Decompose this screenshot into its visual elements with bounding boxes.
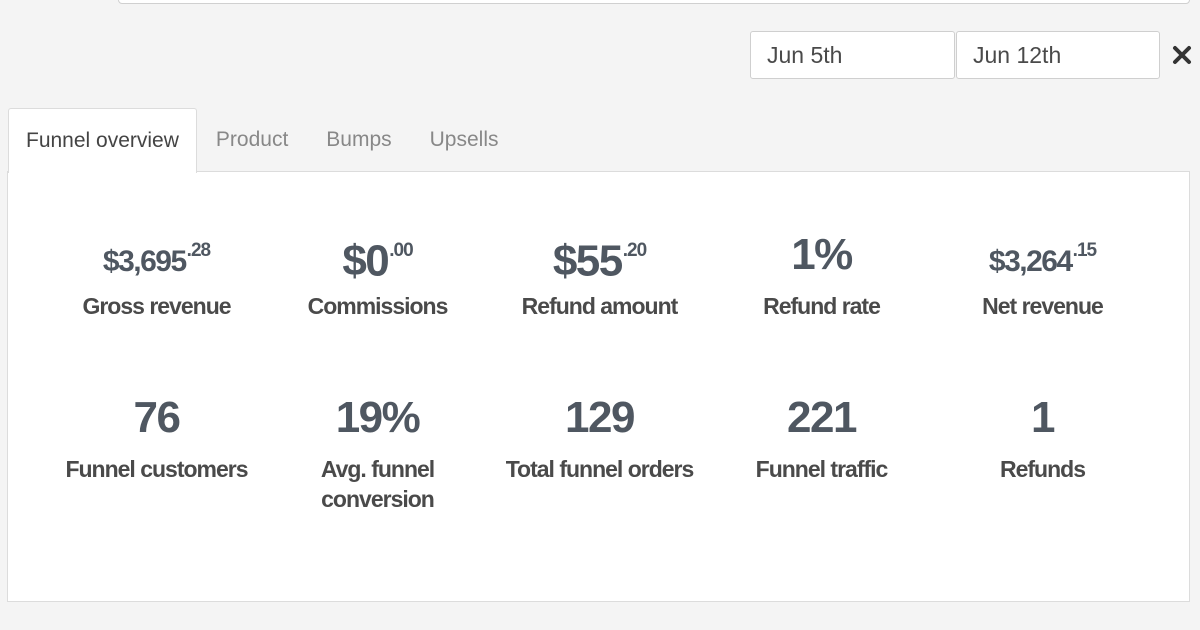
stat-value: 221: [711, 392, 932, 444]
stat-label-line2: conversion: [321, 486, 435, 512]
stat-value: $3,695.28: [46, 229, 267, 281]
stat-label: Gross revenue: [82, 293, 231, 319]
start-date-input[interactable]: Jun 5th: [750, 31, 955, 79]
stat-value-cents: .15: [1072, 240, 1097, 261]
stat-value-main: 1%: [791, 230, 853, 279]
tab-funnel-overview[interactable]: Funnel overview: [8, 108, 197, 173]
stat-value: $55.20: [489, 229, 710, 286]
stat-value: $3,264.15: [932, 229, 1153, 281]
stat-value: 19%: [267, 392, 488, 444]
clear-dates-button[interactable]: [1168, 40, 1196, 70]
tab-upsells[interactable]: Upsells: [429, 128, 499, 151]
stat-refunds: 1 Refunds: [932, 392, 1153, 484]
stat-net-revenue: $3,264.15 Net revenue: [932, 229, 1153, 321]
stat-value-main: 76: [133, 393, 181, 442]
stat-value-cents: .00: [389, 240, 413, 261]
end-date-input[interactable]: Jun 12th: [956, 31, 1160, 79]
stat-value-main: 1: [1031, 393, 1055, 442]
stat-commissions: $0.00 Commissions: [267, 229, 488, 321]
close-icon: [1173, 46, 1191, 64]
stat-value: 76: [46, 392, 267, 444]
tab-product[interactable]: Product: [215, 128, 289, 151]
stat-value-main: 221: [787, 393, 857, 442]
stat-label: Funnel customers: [65, 456, 248, 482]
stat-value-main: $3,695: [102, 245, 187, 278]
stat-label: Net revenue: [982, 293, 1104, 319]
stat-value-cents: .20: [622, 240, 647, 261]
stat-value-main: $3,264: [988, 245, 1073, 278]
stat-value-main: 19%: [335, 393, 421, 442]
stat-value: 1: [932, 392, 1153, 444]
stat-value: $0.00: [267, 229, 488, 286]
stat-label: Commissions: [307, 293, 449, 319]
stat-label: Refund rate: [763, 293, 881, 319]
stat-value: 1%: [711, 229, 932, 281]
stat-value-main: 129: [565, 393, 635, 442]
stat-avg-funnel-conversion: 19% Avg. funnel conversion: [267, 392, 488, 514]
stat-gross-revenue: $3,695.28 Gross revenue: [46, 229, 267, 321]
stat-funnel-customers: 76 Funnel customers: [46, 392, 267, 484]
stat-funnel-traffic: 221 Funnel traffic: [711, 392, 932, 484]
stat-value-main: $0: [342, 236, 389, 286]
stat-refund-amount: $55.20 Refund amount: [489, 229, 710, 321]
stat-label: Refund amount: [521, 293, 679, 319]
stat-value: 129: [489, 392, 710, 444]
tab-bar: Funnel overview Product Bumps Upsells: [8, 108, 518, 173]
stat-value-cents: .28: [186, 240, 211, 261]
funnel-overview-panel: $3,695.28 Gross revenue $0.00 Commission…: [7, 171, 1190, 602]
stat-label: Total funnel orders: [505, 456, 695, 482]
stat-value-main: $55: [552, 236, 623, 286]
search-bar[interactable]: [118, 0, 1190, 4]
tab-bumps[interactable]: Bumps: [326, 128, 392, 151]
stat-label: Refunds: [1000, 456, 1086, 482]
stat-total-funnel-orders: 129 Total funnel orders: [489, 392, 710, 484]
stat-label-line1: Avg. funnel: [320, 456, 435, 482]
stat-label: Funnel traffic: [755, 456, 889, 482]
stat-label: Avg. funnel conversion: [267, 454, 488, 514]
stat-refund-rate: 1% Refund rate: [711, 229, 932, 321]
